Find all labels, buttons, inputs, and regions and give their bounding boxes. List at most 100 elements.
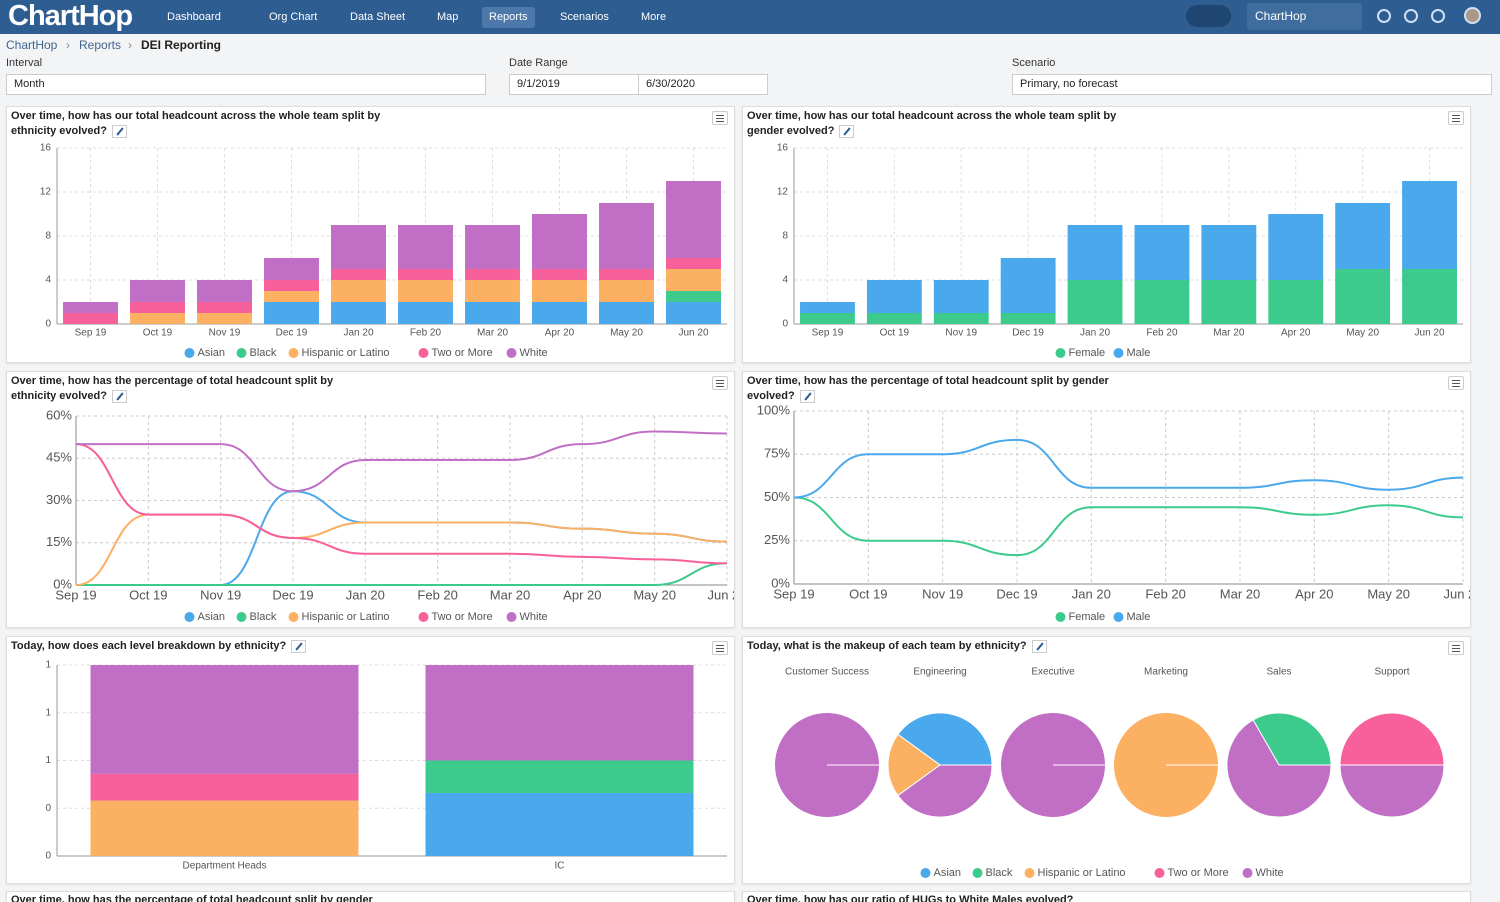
bar-segment: [331, 280, 386, 302]
legend-label: Female: [1069, 611, 1106, 623]
bar-segment: [91, 774, 359, 801]
date-end[interactable]: 6/30/2020: [638, 74, 768, 95]
nav-item[interactable]: Data Sheet: [343, 7, 412, 28]
x-tick-label: Oct 19: [880, 328, 910, 339]
edit-button[interactable]: [112, 125, 127, 138]
menu-button[interactable]: [1448, 641, 1464, 655]
legend-marker: [289, 348, 299, 358]
legend-marker: [921, 868, 931, 878]
bar-segment: [1001, 258, 1056, 313]
edit-button[interactable]: [1032, 640, 1047, 653]
avatar[interactable]: [1464, 7, 1481, 24]
legend-label: Male: [1127, 347, 1151, 359]
edit-button[interactable]: [839, 125, 854, 138]
legend-marker: [507, 612, 517, 622]
legend-label: Two or More: [1168, 867, 1229, 879]
menu-button[interactable]: [1448, 111, 1464, 125]
panel-title: Over time, how has the percentage of tot…: [11, 893, 611, 902]
x-tick-label: Oct 19: [129, 587, 167, 602]
x-tick-label: Sep 19: [75, 328, 107, 339]
filter-label: Interval: [6, 57, 42, 69]
x-tick-label: Nov 19: [200, 587, 241, 602]
x-tick-label: Jan 20: [343, 328, 373, 339]
bar-segment: [130, 313, 185, 324]
legend-marker: [289, 612, 299, 622]
bar-segment: [867, 280, 922, 313]
legend-label: Female: [1069, 347, 1106, 359]
legend-marker: [1155, 868, 1165, 878]
menu-button[interactable]: [712, 111, 728, 125]
breadcrumb: DEI Reporting: [141, 38, 221, 52]
title-text: Today, what is the makeup of each team b…: [747, 640, 1027, 652]
y-tick-label: 30%: [46, 492, 72, 507]
chart-panel: Over time, how has our ratio of HUGs to …: [742, 891, 1471, 902]
pie-label: Executive: [1031, 667, 1075, 678]
breadcrumb[interactable]: ChartHop: [6, 38, 57, 52]
legend-marker: [185, 348, 195, 358]
menu-button[interactable]: [712, 641, 728, 655]
org-select[interactable]: ChartHop: [1247, 3, 1362, 30]
menu-button[interactable]: [712, 376, 728, 390]
nav-item[interactable]: Dashboard: [160, 7, 228, 28]
chart-panel: Today, how does each level breakdown by …: [6, 636, 735, 884]
chart: FemaleMale0481216Sep 19Oct 19Nov 19Dec 1…: [743, 107, 1471, 363]
edit-button[interactable]: [112, 390, 127, 403]
scenario-select[interactable]: Primary, no forecast: [1012, 74, 1492, 95]
y-tick-label: 16: [40, 143, 52, 154]
bar-segment: [197, 302, 252, 313]
line: [794, 498, 1463, 556]
y-tick-label: 1: [45, 660, 51, 671]
bar-segment: [398, 269, 453, 280]
logo[interactable]: ChartHop: [8, 0, 132, 33]
legend-marker: [237, 348, 247, 358]
legend-label: Two or More: [432, 347, 493, 359]
settings-icon[interactable]: [1404, 9, 1418, 23]
x-tick-label: Feb 20: [1145, 586, 1185, 601]
x-tick-label: May 20: [633, 587, 676, 602]
bar-segment: [532, 302, 587, 324]
bar-segment: [599, 280, 654, 302]
pie-label: Support: [1374, 667, 1409, 678]
bar-segment: [465, 302, 520, 324]
pie-slice: [1340, 713, 1444, 765]
bar-segment: [398, 302, 453, 324]
x-tick-label: Oct 19: [849, 586, 887, 601]
legend-marker: [1243, 868, 1253, 878]
nav-item[interactable]: More: [634, 7, 673, 28]
date-start[interactable]: 9/1/2019: [509, 74, 639, 95]
bar-segment: [398, 225, 453, 269]
x-tick-label: Nov 19: [945, 328, 977, 339]
nav-item[interactable]: Reports: [482, 7, 535, 28]
bar-segment: [331, 225, 386, 269]
bar-segment: [426, 793, 694, 856]
legend-label: Hispanic or Latino: [302, 611, 390, 623]
bar-segment: [599, 269, 654, 280]
view-icon[interactable]: [1377, 9, 1391, 23]
panel-title: Over time, how has the percentage of tot…: [747, 374, 1127, 404]
x-tick-label: Apr 20: [563, 587, 601, 602]
x-tick-label: Mar 20: [477, 328, 509, 339]
interval-select[interactable]: Month: [6, 74, 486, 95]
y-tick-label: 0: [45, 803, 51, 814]
search[interactable]: [1186, 5, 1231, 27]
legend-marker: [973, 868, 983, 878]
x-tick-label: Feb 20: [417, 587, 457, 602]
x-tick-label: Dec 19: [1012, 328, 1044, 339]
edit-button[interactable]: [800, 390, 815, 403]
nav-item[interactable]: Org Chart: [262, 7, 324, 28]
bar-segment: [1135, 280, 1190, 324]
help-icon[interactable]: [1431, 9, 1445, 23]
x-tick-label: Oct 19: [143, 328, 173, 339]
bar-segment: [426, 665, 694, 761]
legend-label: Asian: [198, 347, 226, 359]
breadcrumb[interactable]: Reports: [79, 38, 121, 52]
legend-label: White: [520, 611, 548, 623]
bar-segment: [91, 665, 359, 774]
nav-item[interactable]: Map: [430, 7, 465, 28]
bar-segment: [934, 313, 989, 324]
nav-item[interactable]: Scenarios: [553, 7, 616, 28]
menu-button[interactable]: [1448, 376, 1464, 390]
y-tick-label: 1: [45, 707, 51, 718]
filter-label: Scenario: [1012, 57, 1055, 69]
edit-button[interactable]: [291, 640, 306, 653]
